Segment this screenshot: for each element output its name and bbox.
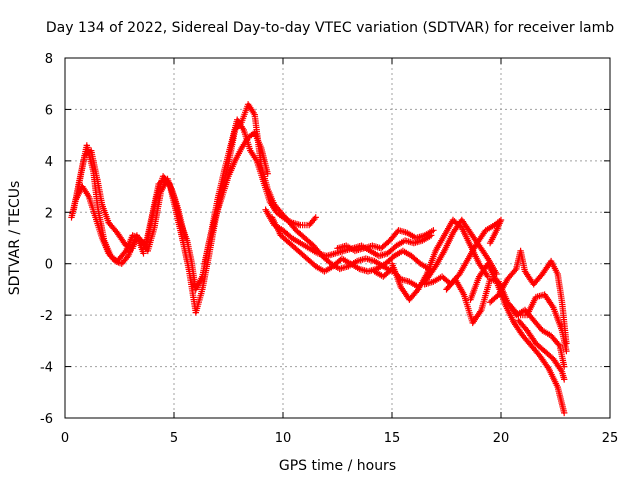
y-tick-label: -6 <box>40 412 53 427</box>
satellite-track-14 <box>486 247 570 347</box>
satellite-track-14-markers <box>486 247 570 347</box>
x-axis-label: GPS time / hours <box>279 458 396 474</box>
x-tick-label: 15 <box>384 431 401 446</box>
y-tick-label: 2 <box>45 206 53 221</box>
y-tick-label: 6 <box>45 103 53 118</box>
x-tick-label: 5 <box>170 431 178 446</box>
x-tick-label: 20 <box>493 431 510 446</box>
satellite-track-5 <box>201 116 319 267</box>
satellite-track-7 <box>268 214 433 275</box>
y-tick-label: 8 <box>45 52 53 67</box>
satellite-track-15 <box>506 291 570 355</box>
x-tick-label: 0 <box>61 431 69 446</box>
plot-area-frame <box>64 57 611 419</box>
satellite-track-15-markers <box>506 291 570 355</box>
satellite-track-10 <box>388 216 492 303</box>
y-tick-label: -2 <box>40 309 53 324</box>
satellite-track-10-markers <box>388 216 492 303</box>
y-tick-label: 4 <box>45 155 53 170</box>
satellite-track-16 <box>515 317 568 383</box>
satellite-track-5-markers <box>201 116 319 267</box>
y-axis-label: SDTVAR / TECUs <box>7 181 23 296</box>
y-tick-label: 0 <box>45 258 53 273</box>
y-axis-tick-labels: -6 -4 -2 0 2 4 6 8 <box>40 52 53 427</box>
y-tick-label: -4 <box>40 361 53 376</box>
grid-lines <box>65 58 610 418</box>
x-tick-label: 25 <box>602 431 619 446</box>
satellite-track-8 <box>334 227 437 255</box>
x-tick-label: 10 <box>275 431 292 446</box>
data-series <box>68 101 570 417</box>
satellite-track-8-markers <box>334 227 437 255</box>
x-axis-tick-labels: 0 5 10 15 20 25 <box>61 431 618 446</box>
satellite-track-16-markers <box>515 317 568 383</box>
axis-ticks <box>64 57 611 419</box>
chart-title: Day 134 of 2022, Sidereal Day-to-day VTE… <box>46 20 614 36</box>
satellite-track-7-markers <box>268 214 433 275</box>
